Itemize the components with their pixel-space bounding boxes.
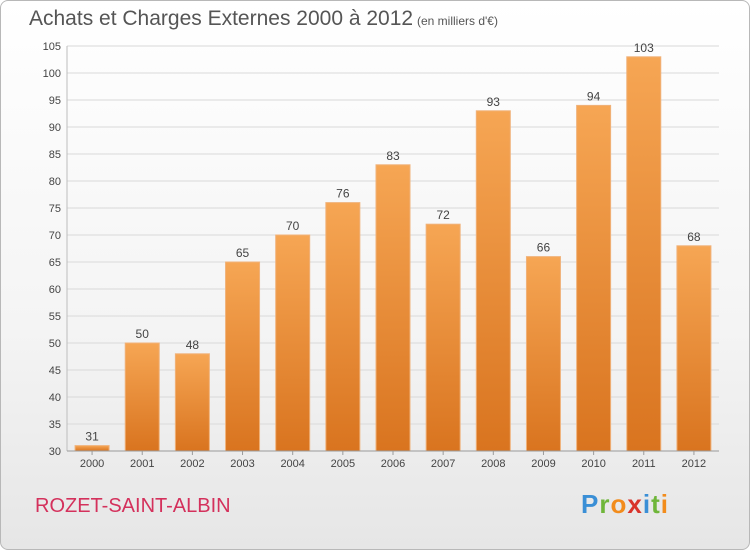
x-tick-label: 2003 — [230, 458, 254, 470]
bar-2000 — [74, 445, 110, 452]
x-tick-label: 2010 — [581, 458, 605, 470]
proxiti-logo[interactable]: Proxiti — [581, 489, 669, 520]
y-tick-label: 70 — [49, 230, 61, 242]
bar-2006 — [375, 164, 411, 452]
bar-2005 — [325, 202, 361, 452]
bar-2008 — [475, 110, 511, 452]
x-tick-label: 2001 — [130, 458, 154, 470]
bar-2012 — [676, 245, 712, 452]
logo-letter: r — [599, 489, 611, 519]
y-tick-label: 80 — [49, 176, 61, 188]
bar-value-label: 93 — [487, 95, 501, 109]
bar-value-label: 94 — [587, 89, 601, 103]
y-tick-label: 95 — [49, 95, 61, 107]
x-tick-label: 2000 — [80, 458, 104, 470]
logo-letter: i — [642, 489, 652, 519]
y-tick-label: 105 — [43, 41, 61, 53]
bar-value-label: 65 — [236, 246, 250, 260]
x-tick-label: 2007 — [431, 458, 455, 470]
y-tick-label: 60 — [49, 284, 61, 296]
y-tick-label: 100 — [43, 68, 61, 80]
bar-2009 — [525, 256, 561, 452]
x-tick-label: 2005 — [331, 458, 355, 470]
logo-letter: i — [660, 489, 669, 519]
bar-value-label: 76 — [336, 187, 350, 201]
x-tick-label: 2004 — [280, 458, 304, 470]
commune-name: ROZET-SAINT-ALBIN — [35, 495, 231, 517]
chart-subtitle: (en milliers d'€) — [417, 14, 498, 28]
x-tick-label: 2011 — [632, 458, 656, 470]
y-tick-label: 40 — [49, 392, 61, 404]
bar-2001 — [124, 342, 160, 452]
x-tick-label: 2008 — [481, 458, 505, 470]
bar-2007 — [425, 223, 461, 452]
y-tick-label: 85 — [49, 149, 61, 161]
y-tick-label: 90 — [49, 122, 61, 134]
bar-value-label: 66 — [537, 241, 551, 255]
bar-value-label: 50 — [136, 327, 150, 341]
bar-value-label: 68 — [687, 230, 701, 244]
bar-value-label: 70 — [286, 219, 300, 233]
y-tick-label: 45 — [49, 365, 61, 377]
bar-value-label: 103 — [634, 41, 654, 55]
y-axis: 30 35 40 45 50 55 60 65 70 75 80 85 90 95 100 105 — [43, 41, 61, 458]
y-tick-label: 75 — [49, 203, 61, 215]
y-tick-label: 50 — [49, 338, 61, 350]
bars: 31 50 48 65 70 76 83 72 93 66 94 103 68 — [74, 41, 712, 452]
x-tick-label: 2002 — [180, 458, 204, 470]
bar-value-label: 72 — [436, 208, 450, 222]
bar-value-label: 48 — [186, 338, 200, 352]
x-tick-label: 2012 — [682, 458, 706, 470]
bar-2011 — [626, 56, 662, 452]
x-axis: 2000 2001 2002 2003 2004 2005 2006 2007 2008 2009… — [67, 450, 719, 470]
bar-value-label: 31 — [85, 430, 99, 444]
logo-letter: o — [610, 489, 628, 519]
bar-2004 — [275, 234, 311, 452]
y-tick-label: 30 — [49, 446, 61, 458]
bar-value-label: 83 — [386, 149, 400, 163]
x-tick-label: 2006 — [381, 458, 405, 470]
chart-title: Achats et Charges Externes 2000 à 2012 — [29, 7, 414, 30]
y-tick-label: 65 — [49, 257, 61, 269]
y-tick-label: 55 — [49, 311, 61, 323]
bar-2010 — [576, 104, 612, 452]
bar-2002 — [174, 353, 210, 452]
logo-letter: P — [581, 489, 600, 519]
logo-letter: t — [651, 489, 661, 519]
x-tick-label: 2009 — [531, 458, 555, 470]
y-tick-label: 35 — [49, 419, 61, 431]
bar-2003 — [225, 261, 261, 452]
logo-letter: x — [627, 489, 643, 519]
